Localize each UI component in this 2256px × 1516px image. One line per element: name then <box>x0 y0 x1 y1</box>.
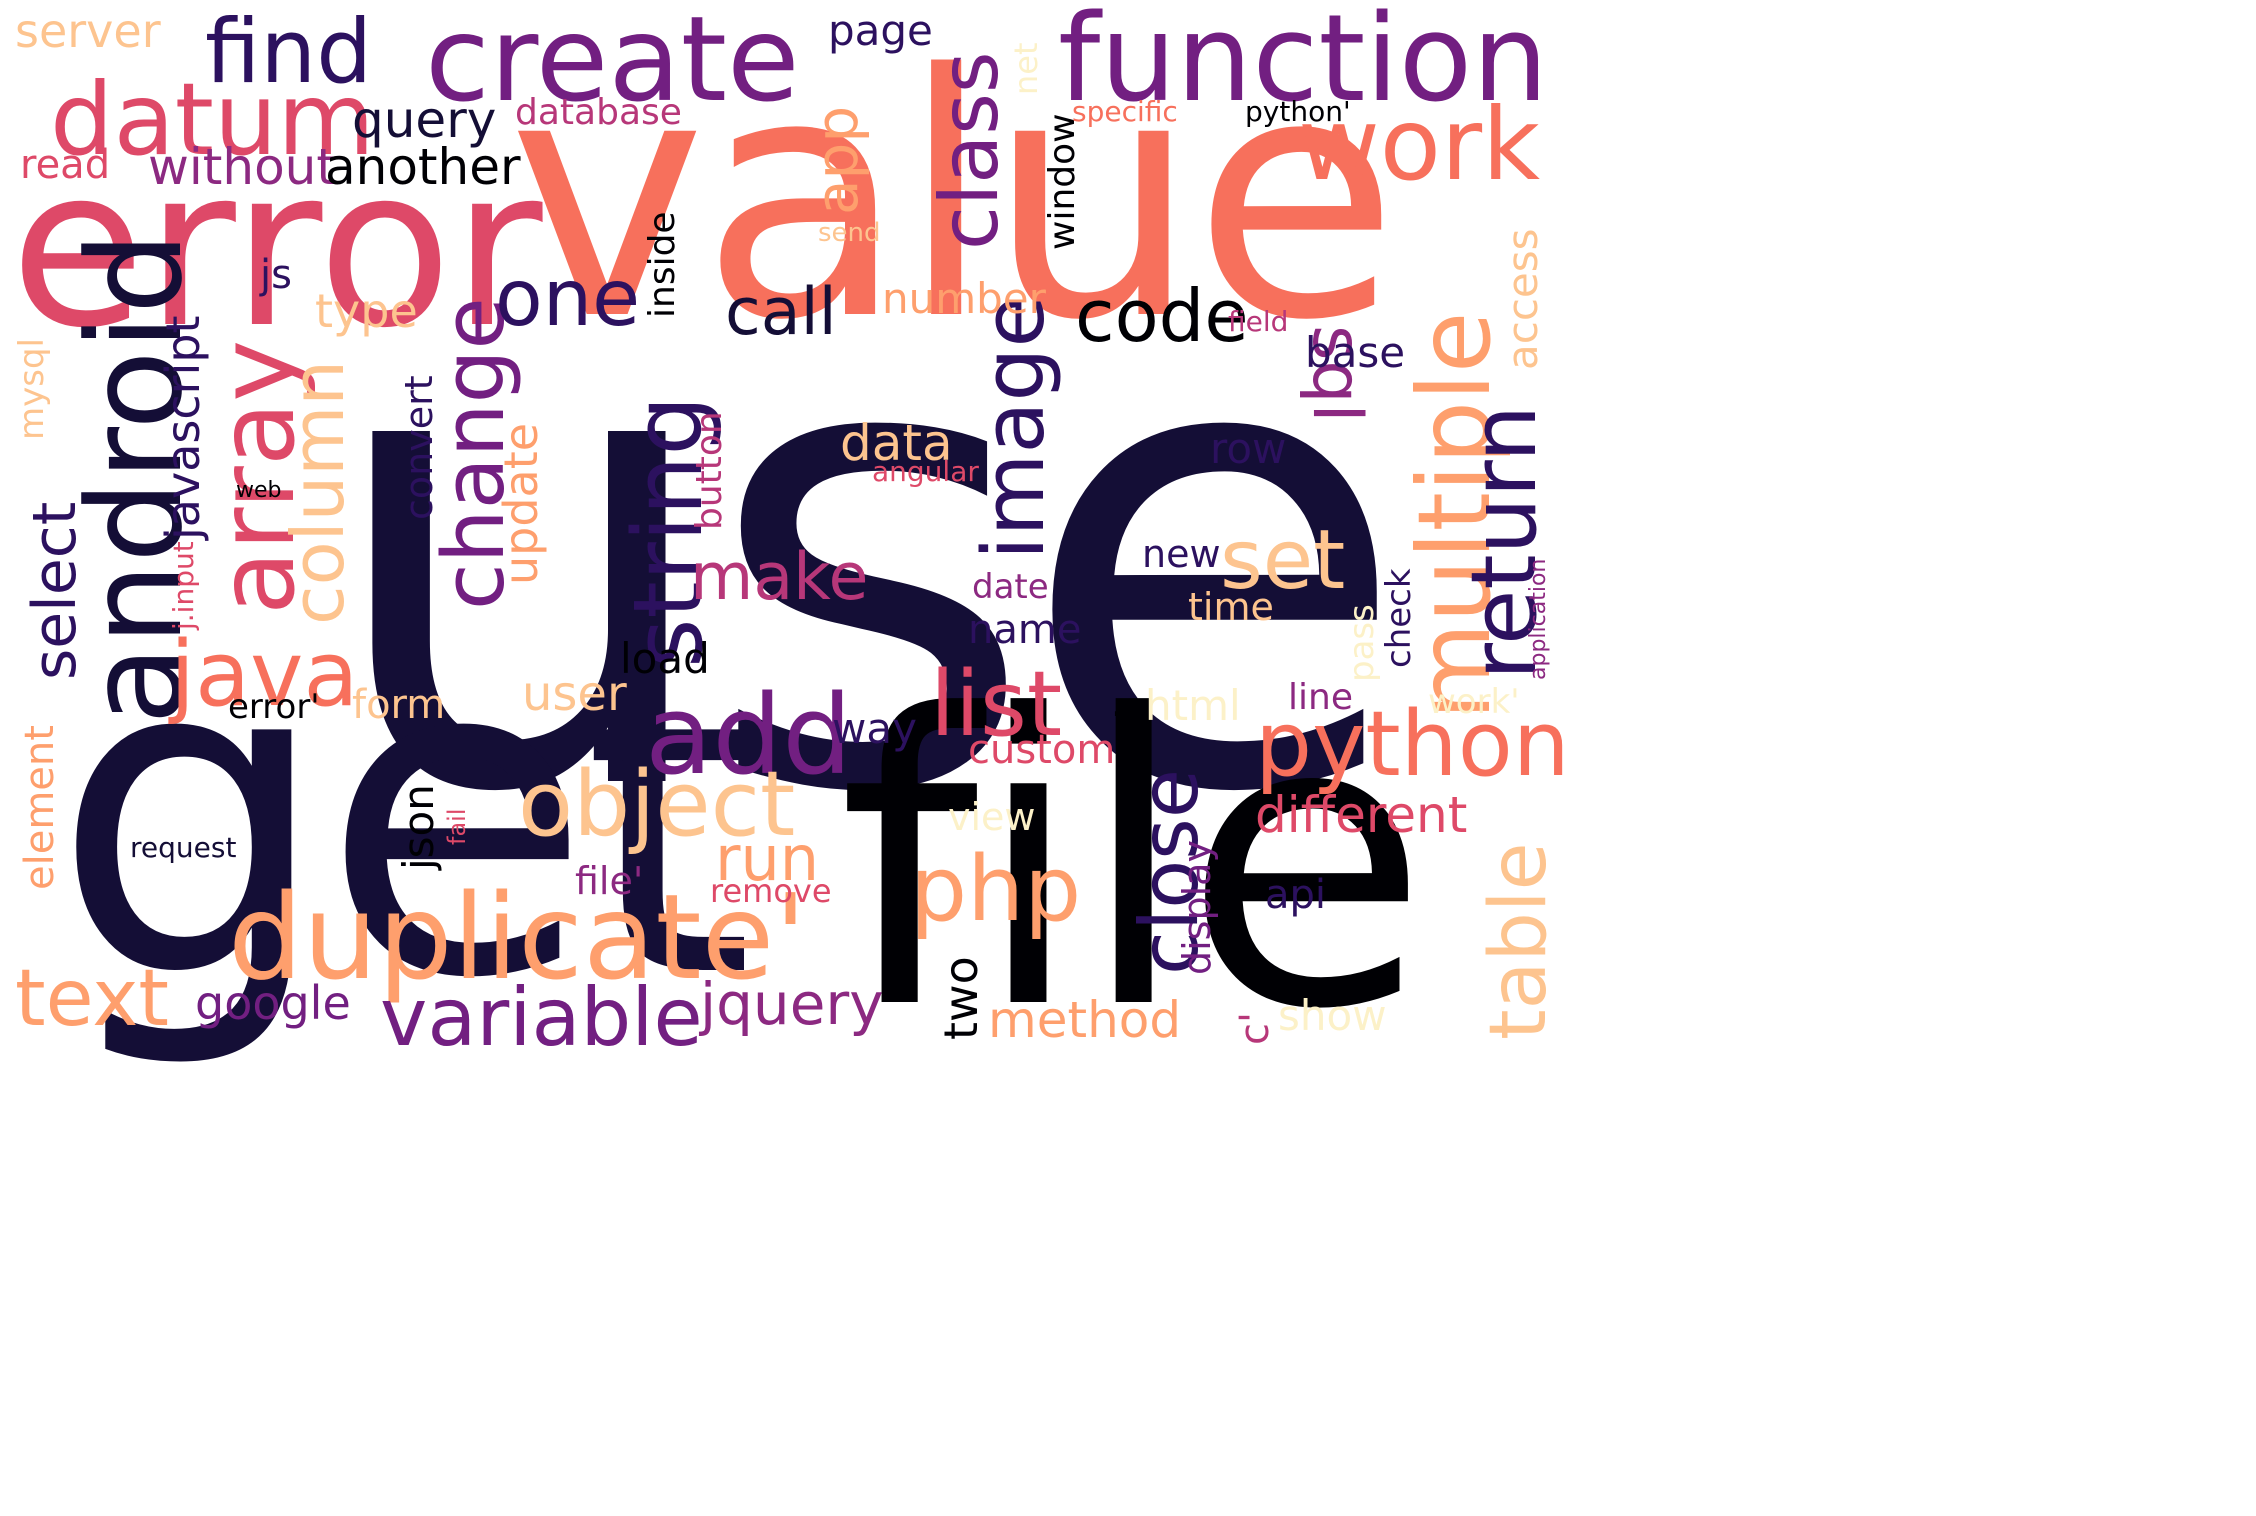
word-j-input: j.input <box>167 541 200 630</box>
word-type: type <box>315 284 418 338</box>
word-dash: - <box>1112 675 1134 745</box>
word-python-quote: python' <box>1245 95 1351 128</box>
word-code: code <box>1075 274 1249 358</box>
word-time: time <box>1188 585 1274 629</box>
word-user: user <box>522 666 627 722</box>
word-select: select <box>20 501 90 680</box>
word-one: one <box>495 254 641 344</box>
word-application: application <box>1526 558 1551 680</box>
word-element: element <box>17 725 63 890</box>
word-show: show <box>1278 991 1387 1040</box>
word-make: make <box>690 540 869 615</box>
word-work: work <box>1298 86 1540 203</box>
word-c-quote: c' <box>1232 1012 1278 1045</box>
word-app: app <box>803 105 871 215</box>
word-date: date <box>972 567 1049 607</box>
word-inside: inside <box>642 211 683 318</box>
word-line: line <box>1288 677 1353 718</box>
word-check: check <box>1379 568 1419 668</box>
word-value: value <box>508 4 1399 394</box>
word-angular: angular <box>872 455 979 488</box>
word-add: add <box>645 671 853 799</box>
word-server: server <box>15 4 161 58</box>
word-base: base <box>1305 328 1406 377</box>
word-find: find <box>205 0 373 103</box>
word-way: way <box>832 704 917 753</box>
word-html: html <box>1145 681 1241 730</box>
word-load: load <box>620 634 710 683</box>
word-object: object <box>518 752 796 857</box>
word-number: number <box>882 274 1046 323</box>
word-file-quote: file' <box>575 859 644 903</box>
word-net: net <box>1007 42 1045 95</box>
word-json: json <box>394 784 443 870</box>
word-remove: remove <box>710 872 832 910</box>
word-different: different <box>1255 786 1468 844</box>
word-window: window <box>1042 113 1083 250</box>
word-create: create <box>425 0 800 128</box>
word-data: data <box>840 414 953 472</box>
word-without: without <box>148 138 336 196</box>
word-page: page <box>828 6 933 55</box>
word-specific: specific <box>1072 95 1178 128</box>
word-get: get <box>52 562 755 1074</box>
word-js: js <box>260 252 292 298</box>
word-text: text <box>15 954 169 1044</box>
word-api: api <box>1265 872 1327 918</box>
word-button: button <box>689 411 730 530</box>
word-mysql: mysql <box>12 338 52 440</box>
word-custom: custom <box>968 727 1116 773</box>
word-list: list <box>930 652 1063 757</box>
word-php: php <box>910 837 1082 942</box>
word-duplicate: duplicate' <box>228 868 807 1006</box>
word-convert: convert <box>397 375 441 520</box>
word-query: query <box>352 91 497 149</box>
word-pass: pass <box>1342 604 1382 682</box>
word-error: error <box>10 120 543 376</box>
word-java: java <box>170 622 359 727</box>
word-another: another <box>325 138 521 196</box>
word-access: access <box>1498 228 1547 370</box>
word-field: field <box>1228 305 1289 338</box>
word-send: send <box>818 218 881 248</box>
word-view: view <box>948 795 1036 839</box>
word-use: use <box>318 187 1411 932</box>
word-javascript: javascript <box>156 315 210 540</box>
word-read: read <box>20 142 111 188</box>
word-class: class <box>923 51 1016 250</box>
word-update: update <box>494 422 548 585</box>
word-name: name <box>968 607 1082 653</box>
word-new: new <box>1142 532 1221 576</box>
word-column: column <box>276 359 360 625</box>
word-two: two <box>934 956 988 1040</box>
word-database: database <box>515 92 682 133</box>
word-function: function <box>1058 0 1549 129</box>
word-jquery: jquery <box>700 970 884 1038</box>
word-call: call <box>725 275 837 350</box>
word-file: file <box>838 632 1429 1097</box>
word-image: image <box>965 295 1064 560</box>
word-request: request <box>130 831 237 864</box>
word-run: run <box>715 822 820 895</box>
word-web: web <box>236 478 282 503</box>
word-method: method <box>988 991 1182 1049</box>
word-fail: fail <box>443 808 471 846</box>
word-form: form <box>352 682 446 728</box>
word-work-quote: work' <box>1428 682 1520 722</box>
word-python: python <box>1255 692 1570 797</box>
word-variable: variable <box>380 971 703 1064</box>
word-error-quote: error' <box>228 687 320 727</box>
word-display: display <box>1175 840 1219 975</box>
word-row: row <box>1210 424 1287 473</box>
word-set: set <box>1220 513 1346 608</box>
word-table: table <box>1474 842 1564 1040</box>
word-datum: datum <box>50 61 375 178</box>
word-google: google <box>195 976 351 1030</box>
